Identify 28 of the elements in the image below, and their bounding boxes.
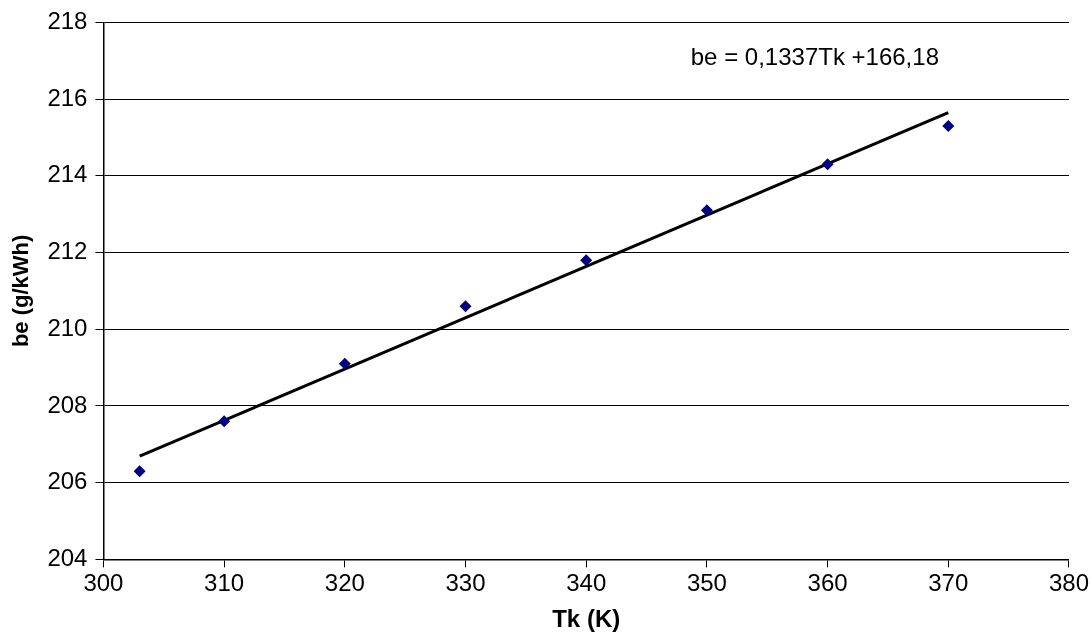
x-axis-title: Tk (K) [552,605,621,633]
x-tick-label: 310 [204,569,245,597]
y-tick-label: 206 [47,467,88,495]
y-axis-title: be (g/kWh) [8,234,34,348]
y-tick-label: 204 [47,544,88,572]
point [942,119,955,132]
point [700,204,713,217]
point [580,254,593,267]
x-tick-label: 340 [566,569,607,597]
y-tick-label: 216 [47,83,88,111]
x-tick-label: 370 [928,569,969,597]
x-tick-label: 330 [445,569,486,597]
x-tick-label: 380 [1048,569,1089,597]
x-tick-label: 350 [686,569,727,597]
x-tick-label: 320 [324,569,365,597]
point [133,465,146,478]
y-tick-label: 218 [47,7,88,35]
point [338,357,351,370]
y-tick-label: 210 [47,313,88,341]
point [218,415,231,428]
point [459,300,472,313]
y-tick-label: 208 [47,390,88,418]
x-tick-label: 360 [807,569,848,597]
point [821,158,834,171]
x-tick-label: 300 [83,569,124,597]
y-tick-label: 212 [47,237,88,265]
y-tick-label: 214 [47,160,88,188]
annotation: be = 0,1337Tk +166,18 [690,43,939,71]
